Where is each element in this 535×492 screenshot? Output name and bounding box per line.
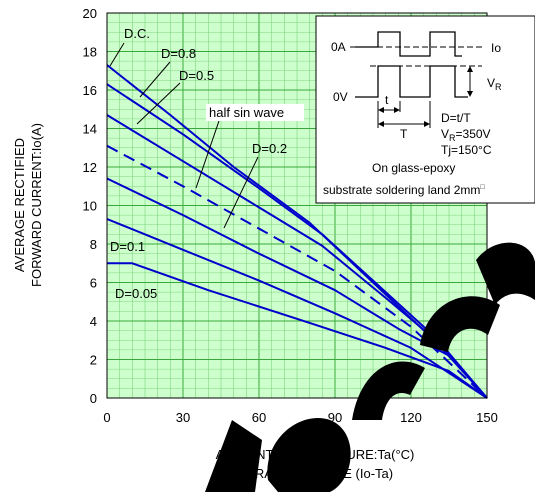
watermark-shape-1 [205, 420, 262, 492]
leader-d05 [136, 82, 181, 125]
zero-v-label: 0V [333, 90, 348, 104]
io-label: Io [491, 41, 501, 55]
label-d005: D=0.05 [115, 286, 157, 301]
y-tick-label: 10 [83, 199, 97, 214]
plot-frame [106, 12, 488, 399]
x-tick-label: 150 [476, 410, 498, 425]
t-small-label: t [385, 93, 389, 107]
leader-d08 [139, 61, 171, 98]
waveform-inset: Io 0A 0V VR t T D=t/T VR=350V Tj=150°C O… [315, 15, 535, 204]
leader-lines [109, 42, 259, 229]
label-d02: D=0.2 [252, 141, 287, 156]
y-tick-label: 2 [90, 353, 97, 368]
substrate-line-1: On glass-epoxy [372, 161, 455, 175]
x-tick-label: 120 [400, 410, 422, 425]
y-axis-title-line-1: AVERAGE RECTIFIED [12, 138, 27, 272]
leader-dc [109, 42, 125, 67]
y-tick-label: 12 [83, 160, 97, 175]
series-line-d-0-1 [106, 218, 488, 399]
x-tick-labels: 0 30 60 90 120 150 [103, 410, 497, 425]
vr-value: VR=350V [441, 127, 491, 143]
y-tick-label: 18 [83, 45, 97, 60]
label-dc: D.C. [124, 26, 150, 41]
current-waveform [355, 31, 462, 57]
series-line-d-0-2 [106, 177, 488, 399]
T-big-label: T [400, 127, 408, 141]
leader-half-sin [195, 117, 221, 189]
watermark-shape-5 [476, 242, 535, 305]
voltage-waveform [355, 65, 468, 98]
substrate-line-2: substrate soldering land 2mm□ [323, 183, 485, 197]
vr-arrow-head-down [467, 91, 473, 97]
watermark [205, 242, 535, 492]
x-tick-label: 30 [176, 410, 190, 425]
half-sin-label-bg [206, 104, 304, 121]
vr-label: VR [487, 76, 502, 92]
leader-d02 [223, 156, 259, 229]
y-tick-label: 6 [90, 276, 97, 291]
y-tick-label: 8 [90, 237, 97, 252]
watermark-shape-4 [420, 296, 500, 352]
y-tick-label: 20 [83, 6, 97, 21]
y-tick-labels: 0 2 4 6 8 10 12 14 16 18 20 [83, 6, 97, 406]
zero-a-label: 0A [331, 40, 346, 54]
tj-value: Tj=150°C [441, 143, 492, 157]
y-axis-title-line-2: FORWARD CURRENT:Io(A) [29, 123, 44, 287]
y-tick-label: 4 [90, 314, 97, 329]
watermark-shape-3 [352, 361, 425, 420]
label-d08: D=0.8 [161, 46, 196, 61]
series-line-d-0-05 [107, 262, 488, 399]
x-tick-label: 60 [252, 410, 266, 425]
label-d05: D=0.5 [179, 68, 214, 83]
x-tick-label: 0 [103, 410, 110, 425]
y-tick-label: 0 [90, 391, 97, 406]
d-formula: D=t/T [441, 111, 471, 125]
y-tick-label: 16 [83, 83, 97, 98]
label-half-sin: half sin wave [209, 105, 284, 120]
vr-arrow-head-up [467, 66, 473, 72]
y-tick-label: 14 [83, 122, 97, 137]
label-d01: D=0.1 [110, 239, 145, 254]
watermark-shape-2 [267, 418, 351, 492]
